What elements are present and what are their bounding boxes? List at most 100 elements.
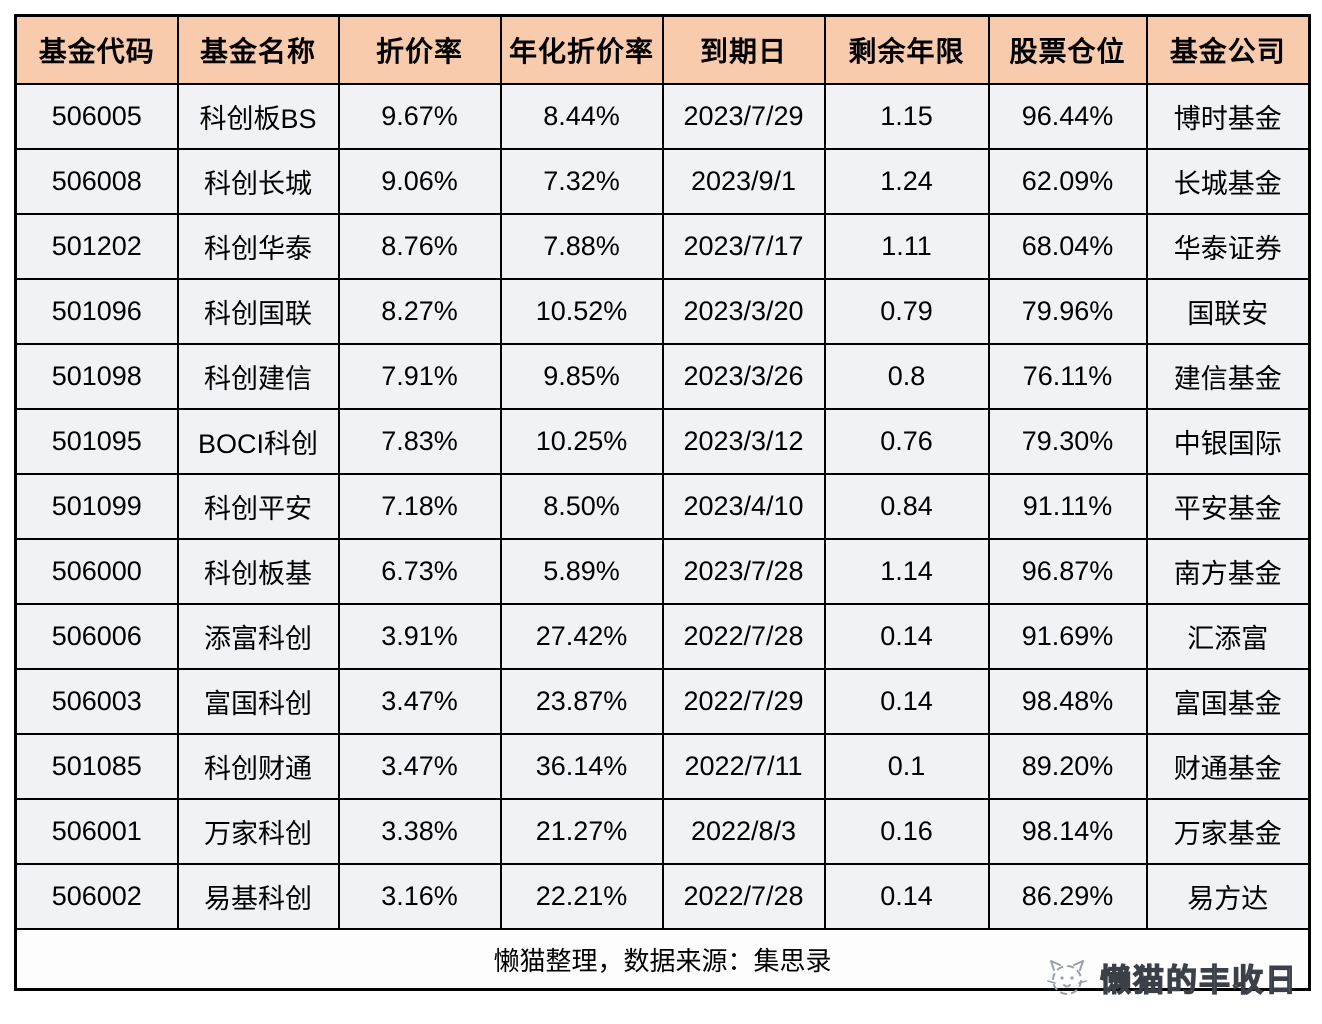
cell-maturity-date: 2023/9/1 (661, 148, 826, 215)
cell-name: 富国科创 (176, 668, 340, 735)
cell-company: 博时基金 (1145, 83, 1311, 150)
cell-maturity-date: 2023/3/26 (661, 343, 826, 410)
cell-annualized-discount-rate: 21.27% (499, 798, 664, 865)
cell-name: 科创长城 (176, 148, 340, 215)
cell-stock-position: 68.04% (987, 213, 1148, 280)
cell-annualized-discount-rate: 22.21% (499, 863, 664, 930)
cell-name: 科创华泰 (176, 213, 340, 280)
table-row: 501098 科创建信 7.91% 9.85% 2023/3/26 0.8 76.11% 建信… (14, 343, 1311, 410)
cell-maturity-date: 2022/7/28 (661, 863, 826, 930)
footer-row: 懒猫整理，数据来源：集思录 (14, 928, 1311, 991)
cell-discount-rate: 7.18% (337, 473, 502, 540)
cell-annualized-discount-rate: 5.89% (499, 538, 664, 605)
cell-discount-rate: 3.47% (337, 668, 502, 735)
cell-remaining-years: 0.76 (823, 408, 990, 475)
cell-stock-position: 62.09% (987, 148, 1148, 215)
cell-discount-rate: 6.73% (337, 538, 502, 605)
cell-maturity-date: 2023/7/28 (661, 538, 826, 605)
cell-code: 501202 (14, 213, 179, 280)
cell-stock-position: 79.96% (987, 278, 1148, 345)
header-row: 基金代码 基金名称 折价率 年化折价率 到期日 剩余年限 股票仓位 基金公司 (14, 14, 1311, 85)
cell-code: 506000 (14, 538, 179, 605)
cell-company: 汇添富 (1145, 603, 1311, 670)
fund-table: 基金代码 基金名称 折价率 年化折价率 到期日 剩余年限 股票仓位 基金公司 506005 科创… (14, 14, 1311, 991)
cell-code: 501096 (14, 278, 179, 345)
table-row: 506005 科创板BS 9.67% 8.44% 2023/7/29 1.15 96.44%… (14, 83, 1311, 150)
column-header-maturity-date: 到期日 (661, 14, 826, 85)
cell-discount-rate: 7.83% (337, 408, 502, 475)
cell-name: 科创国联 (176, 278, 340, 345)
cell-code: 506005 (14, 83, 179, 150)
table-row: 506008 科创长城 9.06% 7.32% 2023/9/1 1.24 62.09% 长城… (14, 148, 1311, 215)
cell-discount-rate: 7.91% (337, 343, 502, 410)
cell-discount-rate: 3.16% (337, 863, 502, 930)
cell-remaining-years: 0.14 (823, 668, 990, 735)
cell-code: 501098 (14, 343, 179, 410)
cell-remaining-years: 1.15 (823, 83, 990, 150)
footer-note: 懒猫整理，数据来源：集思录 (14, 928, 1311, 991)
cell-stock-position: 89.20% (987, 733, 1148, 800)
table-row: 506003 富国科创 3.47% 23.87% 2022/7/29 0.14 98.48%… (14, 668, 1311, 735)
cell-remaining-years: 0.1 (823, 733, 990, 800)
cell-remaining-years: 0.14 (823, 603, 990, 670)
cell-name: 科创板基 (176, 538, 340, 605)
cell-annualized-discount-rate: 10.52% (499, 278, 664, 345)
table-row: 506001 万家科创 3.38% 21.27% 2022/8/3 0.16 98.14% 万… (14, 798, 1311, 865)
table-body: 506005 科创板BS 9.67% 8.44% 2023/7/29 1.15 96.44%… (14, 83, 1311, 930)
cell-discount-rate: 3.38% (337, 798, 502, 865)
cell-maturity-date: 2022/7/28 (661, 603, 826, 670)
cell-annualized-discount-rate: 7.32% (499, 148, 664, 215)
cell-discount-rate: 3.91% (337, 603, 502, 670)
cell-stock-position: 96.44% (987, 83, 1148, 150)
cell-company: 易方达 (1145, 863, 1311, 930)
column-header-code: 基金代码 (14, 14, 179, 85)
cell-company: 华泰证券 (1145, 213, 1311, 280)
cell-remaining-years: 0.84 (823, 473, 990, 540)
cell-code: 501099 (14, 473, 179, 540)
table-row: 506000 科创板基 6.73% 5.89% 2023/7/28 1.14 96.87% 南… (14, 538, 1311, 605)
cell-discount-rate: 8.27% (337, 278, 502, 345)
column-header-annualized-discount-rate: 年化折价率 (499, 14, 664, 85)
cell-stock-position: 98.14% (987, 798, 1148, 865)
cell-maturity-date: 2023/7/29 (661, 83, 826, 150)
cell-remaining-years: 0.8 (823, 343, 990, 410)
cell-code: 501095 (14, 408, 179, 475)
table-row: 506002 易基科创 3.16% 22.21% 2022/7/28 0.14 86.29%… (14, 863, 1311, 930)
cell-maturity-date: 2023/4/10 (661, 473, 826, 540)
column-header-discount-rate: 折价率 (337, 14, 502, 85)
table-row: 501202 科创华泰 8.76% 7.88% 2023/7/17 1.11 68.04% 华… (14, 213, 1311, 280)
cell-remaining-years: 0.79 (823, 278, 990, 345)
table-footer: 懒猫整理，数据来源：集思录 (14, 928, 1311, 991)
cell-annualized-discount-rate: 8.44% (499, 83, 664, 150)
cell-remaining-years: 1.11 (823, 213, 990, 280)
cell-annualized-discount-rate: 9.85% (499, 343, 664, 410)
cell-code: 506008 (14, 148, 179, 215)
cell-annualized-discount-rate: 36.14% (499, 733, 664, 800)
column-header-remaining-years: 剩余年限 (823, 14, 990, 85)
table-row: 501085 科创财通 3.47% 36.14% 2022/7/11 0.1 89.20% 财… (14, 733, 1311, 800)
cell-remaining-years: 1.14 (823, 538, 990, 605)
cell-maturity-date: 2023/3/12 (661, 408, 826, 475)
cell-company: 中银国际 (1145, 408, 1311, 475)
cell-annualized-discount-rate: 23.87% (499, 668, 664, 735)
cell-maturity-date: 2023/3/20 (661, 278, 826, 345)
column-header-name: 基金名称 (176, 14, 340, 85)
table-row: 501096 科创国联 8.27% 10.52% 2023/3/20 0.79 79.96%… (14, 278, 1311, 345)
cell-company: 富国基金 (1145, 668, 1311, 735)
cell-discount-rate: 3.47% (337, 733, 502, 800)
cell-name: BOCI科创 (176, 408, 340, 475)
cell-maturity-date: 2022/7/11 (661, 733, 826, 800)
cell-stock-position: 98.48% (987, 668, 1148, 735)
cell-discount-rate: 9.67% (337, 83, 502, 150)
cell-code: 506002 (14, 863, 179, 930)
cell-name: 科创财通 (176, 733, 340, 800)
cell-company: 万家基金 (1145, 798, 1311, 865)
cell-company: 南方基金 (1145, 538, 1311, 605)
cell-name: 科创建信 (176, 343, 340, 410)
cell-stock-position: 91.11% (987, 473, 1148, 540)
table-row: 501095 BOCI科创 7.83% 10.25% 2023/3/12 0.76 79.3… (14, 408, 1311, 475)
cell-name: 万家科创 (176, 798, 340, 865)
cell-stock-position: 91.69% (987, 603, 1148, 670)
cell-code: 506003 (14, 668, 179, 735)
cell-stock-position: 76.11% (987, 343, 1148, 410)
